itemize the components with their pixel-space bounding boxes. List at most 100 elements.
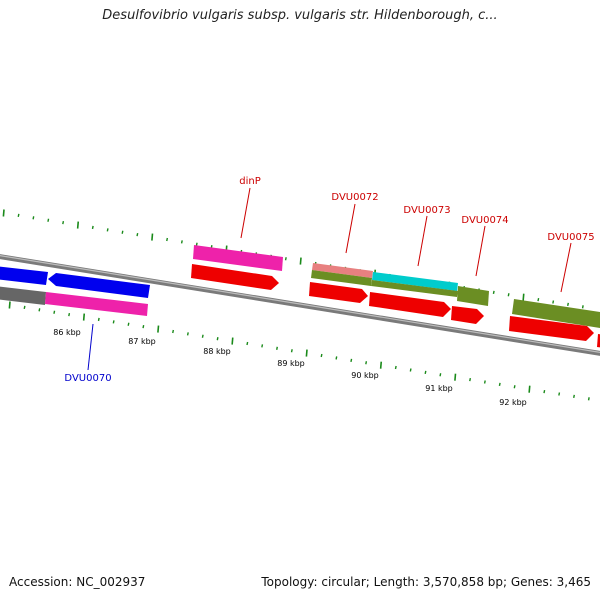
upper-tick (151, 233, 154, 241)
lower-tick (231, 337, 234, 345)
scale-label-87: 87 kbp (128, 337, 156, 346)
lower-tick (409, 368, 412, 372)
upper-tick (166, 237, 169, 242)
feature-red-1[interactable] (191, 264, 279, 290)
lower-tick (157, 325, 160, 333)
gene-label-dinP[interactable]: dinP (239, 176, 261, 187)
upper-tick (121, 230, 124, 234)
scale-label-89: 89 kbp (277, 359, 305, 368)
upper-tick (32, 216, 35, 220)
map-title: Desulfovibrio vulgaris subsp. vulgaris s… (102, 8, 498, 23)
lower-tick (261, 344, 264, 348)
lower-tick (587, 397, 590, 401)
gene-label-DVU0073[interactable]: DVU0073 (403, 205, 450, 216)
feature-cyan[interactable] (372, 272, 458, 291)
lower-tick (513, 385, 516, 389)
lower-tick (320, 353, 323, 358)
lower-tick (439, 373, 442, 377)
feature-salmon[interactable] (312, 263, 373, 278)
upper-tick (522, 293, 525, 301)
gene-label-DVU0075[interactable]: DVU0075 (547, 232, 594, 243)
feature-red-4[interactable] (451, 306, 484, 324)
upper-tick (76, 221, 80, 229)
gene-label-DVU0070[interactable]: DVU0070 (64, 373, 111, 384)
scale-label-90: 90 kbp (351, 371, 379, 380)
upper-tick (91, 225, 94, 230)
lower-tick (8, 301, 11, 309)
upper-tick (284, 257, 287, 261)
lower-tick (201, 334, 204, 338)
feature-red-2[interactable] (309, 282, 368, 303)
lower-tick (454, 373, 457, 381)
feature-blue-2[interactable] (48, 273, 150, 298)
lower-tick (469, 377, 472, 382)
lower-tick (97, 317, 100, 322)
upper-tick (106, 228, 109, 232)
upper-tick (507, 293, 510, 297)
upper-tick (492, 290, 495, 295)
lower-tick (394, 365, 397, 370)
lower-tick (424, 370, 427, 374)
upper-tick (136, 233, 139, 237)
lower-tick (276, 346, 278, 350)
connector-DVU0075 (560, 242, 572, 293)
lower-tick-track (8, 301, 590, 401)
feature-olive-2[interactable] (371, 280, 458, 297)
feature-olive-3[interactable] (457, 286, 489, 306)
upper-tick (195, 242, 198, 246)
connector-DVU0070 (87, 323, 94, 371)
lower-tick (558, 392, 561, 396)
feature-olive-4[interactable] (512, 299, 600, 328)
lower-tick (23, 305, 26, 310)
lower-tick (82, 313, 86, 321)
lower-tick (186, 332, 189, 336)
feature-gray[interactable] (0, 286, 46, 305)
upper-tick (299, 257, 302, 265)
lower-tick (38, 308, 41, 312)
lower-tick (172, 329, 175, 334)
scale-label-86: 86 kbp (53, 328, 81, 337)
lower-tick (112, 320, 115, 324)
lower-tick (350, 358, 353, 362)
gene-label-DVU0072[interactable]: DVU0072 (331, 192, 378, 203)
feature-red-5[interactable] (509, 316, 594, 341)
lower-tick (127, 322, 130, 326)
lower-tick (216, 337, 219, 341)
connector-DVU0072 (345, 203, 356, 254)
connector-DVU0073 (417, 215, 428, 267)
lower-tick (142, 325, 145, 329)
feature-red-3[interactable] (369, 292, 451, 317)
lower-tick (246, 341, 249, 346)
summary-text: Topology: circular; Length: 3,570,858 bp… (261, 575, 591, 589)
upper-tick (2, 209, 5, 217)
gene-label-DVU0074[interactable]: DVU0074 (461, 215, 508, 226)
backbone-highlight (0, 255, 600, 353)
scale-label-92: 92 kbp (499, 398, 527, 407)
lower-tick (483, 380, 486, 384)
upper-tick (581, 305, 584, 309)
backbone-line (0, 254, 600, 356)
upper-tick (552, 300, 555, 304)
lower-tick (543, 389, 546, 394)
feature-olive-1[interactable] (311, 270, 372, 286)
lower-tick (305, 349, 308, 357)
feature-magenta-2[interactable] (45, 292, 148, 316)
connector-DVU0074 (475, 225, 486, 277)
lower-tick (335, 356, 338, 360)
accession-text: Accession: NC_002937 (9, 575, 146, 589)
feature-red-6[interactable] (597, 334, 600, 348)
upper-tick (567, 302, 569, 307)
lower-tick (53, 310, 56, 314)
feature-dinP[interactable] (193, 245, 283, 271)
lower-tick (68, 312, 71, 317)
upper-tick (62, 220, 65, 225)
lower-tick (573, 394, 575, 399)
lower-tick (379, 361, 383, 369)
feature-blue-1[interactable] (0, 266, 48, 285)
upper-tick (537, 297, 540, 302)
lower-tick (498, 382, 501, 387)
scale-label-91: 91 kbp (425, 384, 453, 393)
upper-tick (17, 213, 20, 218)
upper-tick (180, 240, 183, 244)
